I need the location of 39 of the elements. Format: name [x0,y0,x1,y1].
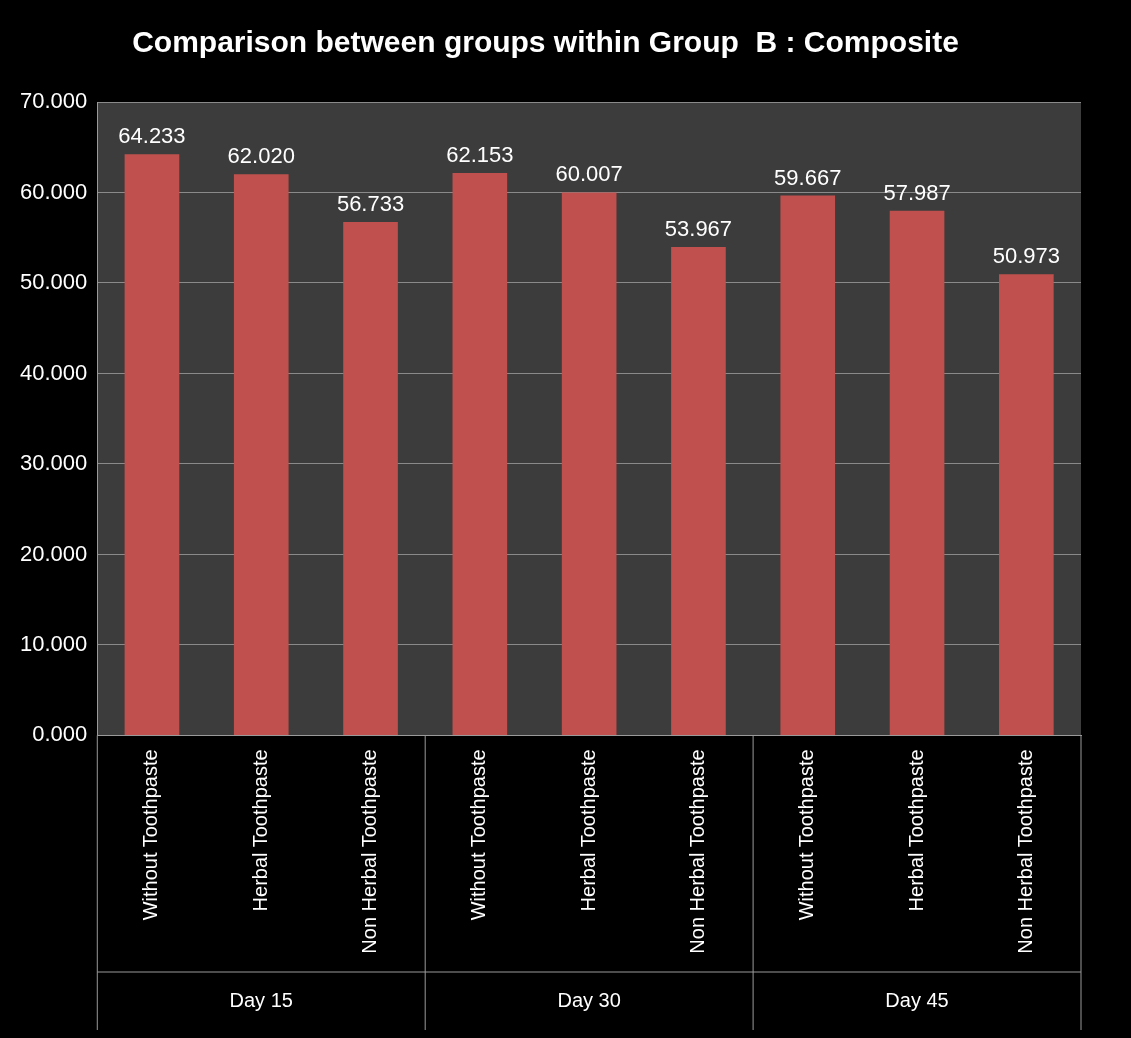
y-tick-label: 60.000 [19,178,88,204]
bar [452,173,508,735]
x-tick-label: Herbal Toothpaste [248,749,271,912]
data-label: 57.987 [883,179,951,205]
y-tick-label: 20.000 [19,540,88,566]
x-tick-label: Without Toothpaste [467,749,490,921]
x-tick-label: Herbal Toothpaste [904,749,927,912]
y-tick-label: 70.000 [19,88,88,114]
y-tick-label: 30.000 [19,450,88,476]
x-tick-label: Herbal Toothpaste [576,749,599,912]
x-tick-label: Without Toothpaste [795,749,818,921]
data-label: 64.233 [118,123,186,149]
text: Day 45 [885,988,949,1011]
data-label: 50.973 [992,243,1060,269]
y-tick-label: 0.000 [32,721,88,747]
x-tick-label: Non Herbal Toothpaste [358,749,381,954]
bar [561,192,617,735]
data-label: 59.667 [774,164,842,190]
y-tick-label: 50.000 [19,269,88,295]
bar [889,210,945,735]
text: Day 15 [229,988,293,1011]
bar [124,154,180,735]
bar [999,274,1054,735]
data-label: 62.153 [446,142,514,168]
x-tick-label: Without Toothpaste [139,749,162,921]
y-tick-label: 10.000 [19,631,88,656]
data-label: 56.733 [336,191,405,217]
chart-title: Comparison between groups within Group B : Composite [132,25,959,59]
data-label: 60.007 [555,161,623,187]
x-tick-label: Non Herbal Toothpaste [1013,749,1036,954]
data-label: 53.967 [664,216,733,242]
bar [233,174,289,735]
bar [780,195,836,735]
bar [343,222,398,735]
x-tick-label: Non Herbal Toothpaste [685,749,708,954]
bar [671,247,726,735]
text: Day 30 [557,988,621,1011]
y-tick-label: 40.000 [19,359,88,385]
data-label: 62.020 [227,143,295,169]
